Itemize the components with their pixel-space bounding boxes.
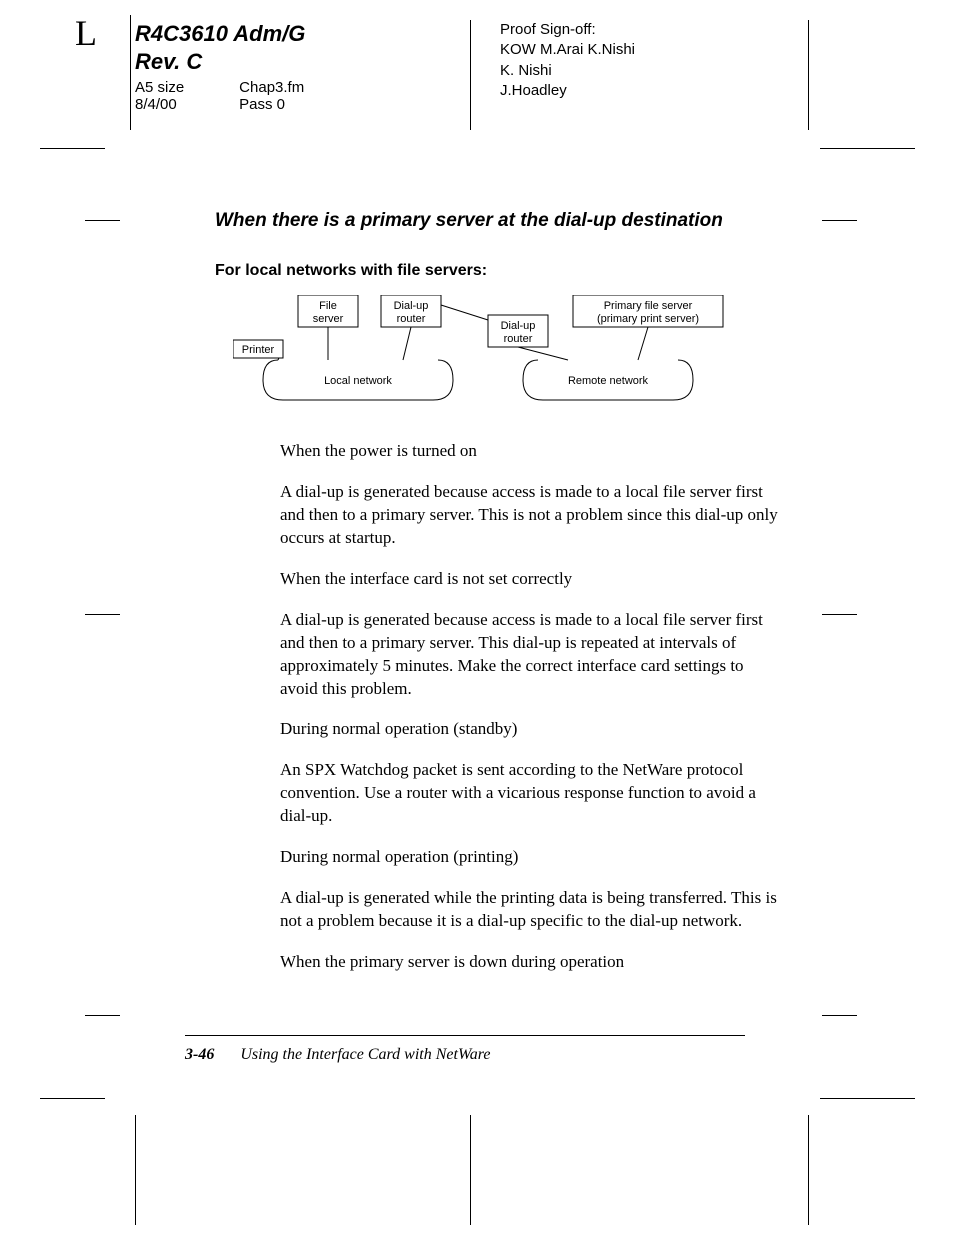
signoff-block: Proof Sign-off: KOW M.Arai K.Nishi K. Ni…	[500, 20, 635, 101]
page-number: 3-46	[185, 1046, 214, 1063]
crop-mark	[85, 1015, 120, 1016]
body-paragraph: When the primary server is down during o…	[280, 951, 780, 974]
signoff-line2: K. Nishi	[500, 61, 635, 81]
meta-file: Chap3.fm	[239, 79, 304, 96]
section-subtitle: For local networks with file servers:	[215, 262, 755, 280]
header-right-separator	[808, 20, 809, 130]
body-paragraph: A dial-up is generated because access is…	[280, 609, 780, 701]
crop-mark	[85, 614, 120, 615]
network-diagram: PrinterFileserverDial-uprouterDial-uprou…	[233, 295, 755, 420]
body-paragraph: A dial-up is generated while the printin…	[280, 887, 780, 933]
crop-mark	[85, 220, 120, 221]
header-block: L R4C3610 Adm/G Rev. C A5 size 8/4/00 Ch…	[135, 20, 825, 113]
body-text: When the power is turned on A dial-up is …	[280, 440, 780, 992]
footer-mid-separator	[470, 1115, 471, 1225]
header-mid-separator	[470, 20, 471, 130]
page-footer: 3-46 Using the Interface Card with NetWa…	[185, 1035, 745, 1064]
footer-chapter-title: Using the Interface Card with NetWare	[240, 1046, 490, 1063]
body-paragraph: During normal operation (standby)	[280, 718, 780, 741]
svg-text:server: server	[313, 313, 344, 325]
svg-text:(primary print server): (primary print server)	[597, 313, 699, 325]
svg-text:Local network: Local network	[324, 375, 392, 387]
doc-meta: A5 size 8/4/00 Chap3.fm Pass 0	[135, 79, 825, 113]
svg-text:Dial-up: Dial-up	[394, 300, 429, 312]
crop-mark	[820, 1098, 915, 1099]
header-letter: L	[75, 12, 97, 54]
meta-size: A5 size	[135, 79, 235, 96]
doc-id-line2: Rev. C	[135, 48, 825, 76]
header-separator	[130, 15, 131, 130]
crop-mark	[40, 148, 105, 149]
svg-text:Dial-up: Dial-up	[501, 320, 536, 332]
section-title: When there is a primary server at the di…	[215, 210, 755, 232]
body-paragraph: During normal operation (printing)	[280, 846, 780, 869]
svg-text:router: router	[397, 313, 426, 325]
crop-mark	[135, 1115, 136, 1225]
content-block: When there is a primary server at the di…	[215, 210, 755, 455]
signoff-line1: KOW M.Arai K.Nishi	[500, 40, 635, 60]
crop-mark	[822, 220, 857, 221]
crop-mark	[822, 614, 857, 615]
crop-mark	[820, 148, 915, 149]
body-paragraph: An SPX Watchdog packet is sent according…	[280, 759, 780, 828]
crop-mark	[808, 1115, 809, 1225]
meta-pass: Pass 0	[239, 96, 304, 113]
body-paragraph: When the interface card is not set corre…	[280, 568, 780, 591]
crop-mark	[822, 1015, 857, 1016]
body-paragraph: A dial-up is generated because access is…	[280, 481, 780, 550]
svg-text:Remote network: Remote network	[568, 375, 649, 387]
crop-mark	[40, 1098, 105, 1099]
svg-text:router: router	[504, 333, 533, 345]
signoff-line3: J.Hoadley	[500, 81, 635, 101]
signoff-title: Proof Sign-off:	[500, 20, 635, 40]
svg-text:Printer: Printer	[242, 344, 275, 356]
body-paragraph: When the power is turned on	[280, 440, 780, 463]
svg-text:Primary file server: Primary file server	[604, 300, 693, 312]
svg-text:File: File	[319, 300, 337, 312]
meta-date: 8/4/00	[135, 96, 235, 113]
doc-id-line1: R4C3610 Adm/G	[135, 20, 825, 48]
